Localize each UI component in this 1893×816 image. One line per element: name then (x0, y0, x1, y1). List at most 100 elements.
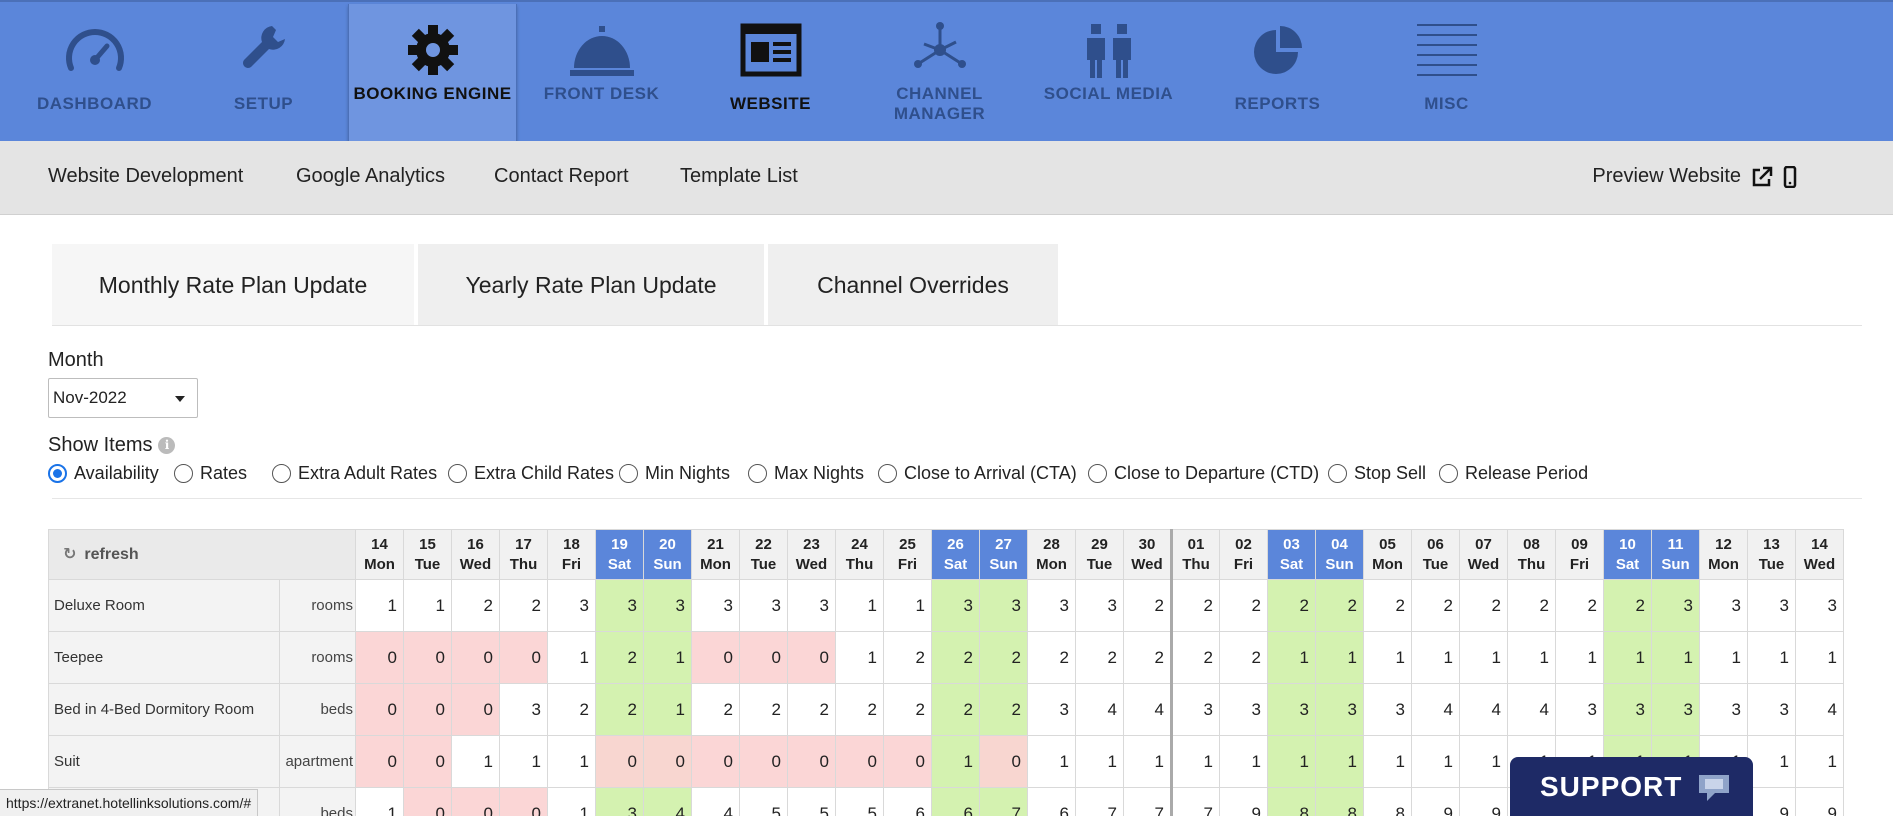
availability-cell[interactable]: 2 (883, 683, 932, 736)
radio-circle[interactable] (1088, 464, 1107, 483)
radio-extra-adult-rates[interactable]: Extra Adult Rates (272, 463, 437, 484)
availability-cell[interactable]: 3 (1699, 683, 1748, 736)
availability-cell[interactable]: 3 (1075, 579, 1124, 632)
tab-yearly-rate-plan[interactable]: Yearly Rate Plan Update (418, 244, 764, 326)
availability-cell[interactable]: 9 (1747, 787, 1796, 816)
availability-cell[interactable]: 0 (355, 683, 404, 736)
availability-cell[interactable]: 0 (403, 787, 452, 816)
availability-cell[interactable]: 1 (547, 787, 596, 816)
availability-cell[interactable]: 4 (643, 787, 692, 816)
availability-cell[interactable]: 1 (835, 579, 884, 632)
availability-cell[interactable]: 1 (1603, 631, 1652, 684)
availability-cell[interactable]: 1 (403, 579, 452, 632)
availability-cell[interactable]: 3 (1027, 579, 1076, 632)
availability-cell[interactable]: 1 (547, 631, 596, 684)
availability-cell[interactable]: 0 (739, 631, 788, 684)
availability-cell[interactable]: 0 (355, 735, 404, 788)
availability-cell[interactable]: 1 (1459, 735, 1508, 788)
availability-cell[interactable]: 2 (595, 683, 644, 736)
availability-cell[interactable]: 1 (835, 631, 884, 684)
availability-cell[interactable]: 7 (1075, 787, 1124, 816)
availability-cell[interactable]: 7 (1123, 787, 1172, 816)
availability-cell[interactable]: 2 (1075, 631, 1124, 684)
availability-cell[interactable]: 3 (1219, 683, 1268, 736)
availability-cell[interactable]: 5 (835, 787, 884, 816)
subnav-google-analytics[interactable]: Google Analytics (296, 165, 445, 187)
availability-cell[interactable]: 3 (979, 579, 1028, 632)
subnav-template-list[interactable]: Template List (680, 165, 798, 187)
month-select[interactable]: Nov-2022 (48, 378, 198, 418)
radio-circle[interactable] (48, 464, 67, 483)
availability-cell[interactable]: 4 (691, 787, 740, 816)
external-link-icon[interactable] (1751, 166, 1773, 188)
preview-website[interactable]: Preview Website (1592, 165, 1797, 188)
nav-setup[interactable]: SETUP (179, 4, 348, 143)
nav-channel-manager[interactable]: CHANNEL MANAGER (855, 4, 1024, 143)
nav-social-media[interactable]: SOCIAL MEDIA (1024, 4, 1193, 143)
radio-circle[interactable] (878, 464, 897, 483)
availability-cell[interactable]: 1 (499, 735, 548, 788)
availability-cell[interactable]: 3 (1747, 579, 1796, 632)
availability-cell[interactable]: 2 (1603, 579, 1652, 632)
availability-cell[interactable]: 0 (691, 631, 740, 684)
availability-cell[interactable]: 3 (1651, 683, 1700, 736)
availability-cell[interactable]: 2 (1363, 579, 1412, 632)
availability-cell[interactable]: 0 (835, 735, 884, 788)
availability-cell[interactable]: 5 (739, 787, 788, 816)
availability-cell[interactable]: 2 (1170, 631, 1220, 684)
availability-cell[interactable]: 1 (451, 735, 500, 788)
availability-cell[interactable]: 4 (1123, 683, 1172, 736)
availability-cell[interactable]: 2 (499, 579, 548, 632)
radio-circle[interactable] (1439, 464, 1458, 483)
subnav-contact-report[interactable]: Contact Report (494, 165, 629, 187)
radio-ctd[interactable]: Close to Departure (CTD) (1088, 463, 1319, 484)
availability-cell[interactable]: 6 (883, 787, 932, 816)
radio-stop-sell[interactable]: Stop Sell (1328, 463, 1426, 484)
availability-cell[interactable]: 7 (979, 787, 1028, 816)
availability-cell[interactable]: 0 (691, 735, 740, 788)
availability-cell[interactable]: 6 (1027, 787, 1076, 816)
availability-cell[interactable]: 2 (979, 683, 1028, 736)
availability-cell[interactable]: 9 (1795, 787, 1844, 816)
availability-cell[interactable]: 2 (835, 683, 884, 736)
availability-cell[interactable]: 7 (1170, 787, 1220, 816)
availability-cell[interactable]: 5 (787, 787, 836, 816)
support-button[interactable]: SUPPORT (1510, 757, 1753, 816)
availability-cell[interactable]: 2 (1315, 579, 1364, 632)
availability-cell[interactable]: 1 (355, 787, 404, 816)
availability-cell[interactable]: 0 (883, 735, 932, 788)
availability-cell[interactable]: 0 (403, 631, 452, 684)
availability-cell[interactable]: 3 (1747, 683, 1796, 736)
availability-cell[interactable]: 1 (643, 683, 692, 736)
availability-cell[interactable]: 1 (1315, 631, 1364, 684)
availability-cell[interactable]: 0 (499, 631, 548, 684)
availability-cell[interactable]: 1 (547, 735, 596, 788)
availability-cell[interactable]: 2 (1555, 579, 1604, 632)
availability-cell[interactable]: 2 (1411, 579, 1460, 632)
availability-cell[interactable]: 2 (1219, 579, 1268, 632)
availability-cell[interactable]: 3 (739, 579, 788, 632)
availability-cell[interactable]: 3 (1315, 683, 1364, 736)
availability-cell[interactable]: 2 (739, 683, 788, 736)
availability-cell[interactable]: 3 (595, 787, 644, 816)
availability-cell[interactable]: 0 (499, 787, 548, 816)
nav-reports[interactable]: REPORTS (1193, 4, 1362, 143)
nav-dashboard[interactable]: DASHBOARD (10, 4, 179, 143)
availability-cell[interactable]: 2 (883, 631, 932, 684)
availability-cell[interactable]: 1 (1555, 631, 1604, 684)
availability-cell[interactable]: 2 (1123, 631, 1172, 684)
availability-cell[interactable]: 2 (691, 683, 740, 736)
availability-cell[interactable]: 3 (691, 579, 740, 632)
availability-cell[interactable]: 6 (931, 787, 980, 816)
availability-cell[interactable]: 3 (1795, 579, 1844, 632)
radio-availability[interactable]: Availability (48, 463, 159, 484)
availability-cell[interactable]: 3 (1603, 683, 1652, 736)
availability-cell[interactable]: 3 (787, 579, 836, 632)
radio-circle[interactable] (1328, 464, 1347, 483)
availability-cell[interactable]: 1 (883, 579, 932, 632)
availability-cell[interactable]: 1 (1651, 631, 1700, 684)
availability-cell[interactable]: 1 (1699, 631, 1748, 684)
tab-monthly-rate-plan[interactable]: Monthly Rate Plan Update (52, 244, 414, 326)
availability-cell[interactable]: 4 (1459, 683, 1508, 736)
refresh-button[interactable]: ↻ refresh (48, 529, 356, 580)
